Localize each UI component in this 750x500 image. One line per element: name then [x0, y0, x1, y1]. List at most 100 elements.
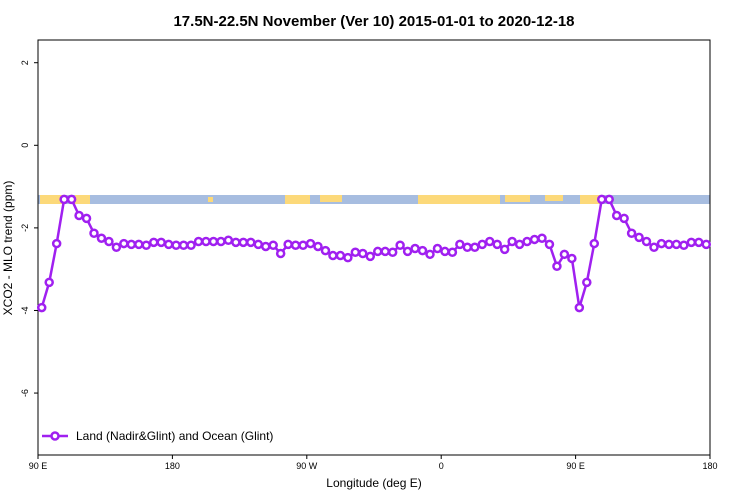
data-point — [447, 247, 458, 257]
data-point — [365, 251, 376, 262]
data-point — [126, 239, 137, 250]
data-point — [694, 237, 704, 248]
data-point — [51, 238, 62, 249]
y-axis-label: XCO2 - MLO trend (ppm) — [1, 181, 15, 316]
x-tick-label: 90 W — [296, 461, 318, 471]
data-point — [664, 239, 674, 250]
data-point — [163, 239, 174, 250]
data-point — [529, 234, 540, 245]
data-point — [238, 237, 249, 248]
data-point — [223, 235, 234, 246]
data-point — [275, 248, 286, 259]
data-point — [141, 240, 152, 250]
y-tick-label: -4 — [20, 306, 30, 314]
legend-label: Land (Nadir&Glint) and Ocean (Glint) — [76, 429, 273, 443]
data-point — [596, 194, 607, 205]
data-point — [81, 213, 92, 224]
x-tick-label: 90 E — [29, 461, 48, 471]
data-point — [499, 244, 510, 255]
data-point — [36, 302, 47, 313]
data-point — [193, 236, 204, 247]
data-point — [679, 240, 689, 250]
data-point — [634, 232, 644, 243]
data-point — [559, 249, 570, 260]
data-point — [372, 246, 383, 257]
data-point — [402, 246, 413, 257]
data-point — [305, 238, 316, 249]
data-point — [313, 241, 323, 252]
y-tick-label: -6 — [20, 389, 30, 397]
data-point — [552, 261, 562, 272]
data-point — [410, 243, 420, 254]
data-point — [186, 240, 196, 250]
data-point — [619, 213, 629, 224]
data-point — [656, 238, 667, 249]
data-point — [380, 246, 390, 257]
data-point — [156, 237, 166, 248]
data-point — [395, 240, 405, 250]
data-point — [701, 239, 712, 250]
data-point — [477, 239, 488, 250]
data-point — [440, 246, 450, 257]
data-point — [231, 237, 241, 248]
land-ocean-strip — [38, 195, 710, 204]
legend-marker — [50, 431, 60, 441]
chart-title: 17.5N-22.5N November (Ver 10) 2015-01-01… — [173, 13, 574, 30]
data-point — [253, 239, 264, 250]
x-axis-label: Longitude (deg E) — [326, 476, 421, 490]
data-point — [328, 250, 338, 261]
y-tick-label: -2 — [20, 224, 30, 232]
data-point — [574, 302, 585, 313]
data-point — [246, 237, 256, 248]
data-point — [171, 240, 181, 250]
data-point — [96, 233, 107, 243]
y-tick-label: 2 — [20, 60, 30, 65]
data-point — [298, 240, 308, 250]
data-point — [641, 236, 652, 247]
data-point — [582, 277, 592, 288]
data-point — [417, 245, 428, 256]
data-point — [611, 210, 622, 221]
x-tick-label: 180 — [165, 461, 180, 471]
data-point — [335, 250, 346, 261]
data-point — [470, 242, 480, 253]
data-point — [201, 236, 211, 247]
data-point — [514, 239, 525, 250]
data-point — [507, 236, 517, 247]
data-point — [89, 228, 99, 239]
x-tick-label: 90 E — [566, 461, 585, 471]
data-point — [604, 194, 614, 205]
data-point — [589, 238, 600, 249]
data-point — [134, 239, 144, 250]
data-point — [358, 248, 368, 259]
data-point — [66, 194, 77, 205]
data-point — [320, 245, 331, 256]
data-point — [350, 247, 361, 257]
data-point — [343, 252, 353, 263]
data-point — [148, 237, 159, 248]
data-point — [290, 240, 301, 250]
data-point — [686, 237, 697, 248]
data-point — [626, 228, 637, 239]
data-point — [567, 253, 577, 264]
data-point — [216, 236, 226, 247]
data-point — [59, 194, 69, 205]
y-tick-label: 0 — [20, 143, 30, 148]
data-point — [260, 241, 271, 252]
data-point — [208, 236, 219, 247]
data-point — [537, 233, 547, 243]
data-point — [283, 239, 293, 250]
x-tick-label: 0 — [439, 461, 444, 471]
data-point — [522, 236, 532, 247]
data-point — [178, 240, 189, 250]
data-point — [268, 240, 278, 250]
data-point — [455, 239, 465, 250]
data-point — [649, 242, 659, 253]
data-point — [44, 277, 54, 288]
data-point — [387, 247, 398, 257]
data-point — [544, 239, 555, 250]
data-point — [492, 239, 502, 250]
data-point — [111, 242, 122, 253]
data-point — [462, 242, 473, 253]
